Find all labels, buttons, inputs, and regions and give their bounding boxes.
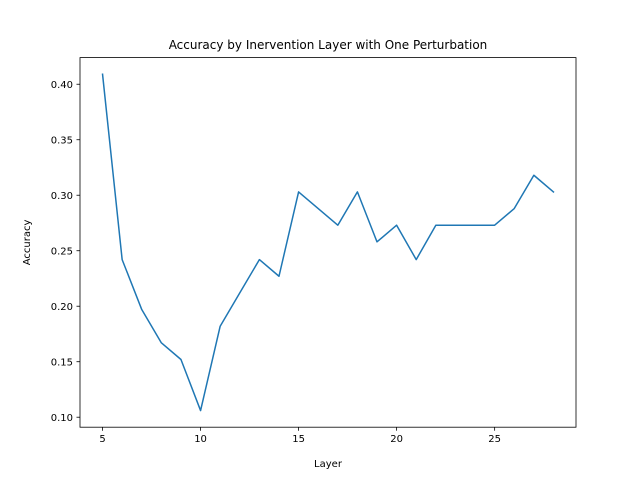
series-layer <box>101 73 555 412</box>
x-axis-label: Layer <box>314 459 343 470</box>
plot-area <box>80 57 576 428</box>
x-tick-label: 25 <box>488 434 501 445</box>
y-axis-ticks: 0.10 0.15 0.20 0.25 0.30 0.35 0.40 <box>51 80 80 424</box>
y-tick-label: 0.10 <box>51 413 73 424</box>
x-tick-label: 15 <box>292 434 305 445</box>
y-tick-label: 0.15 <box>51 357 73 368</box>
x-tick-label: 5 <box>99 434 105 445</box>
chart-title: Accuracy by Inervention Layer with One P… <box>169 38 488 52</box>
y-axis-label: Accuracy <box>22 219 33 265</box>
series-line-0 <box>101 73 555 412</box>
x-axis-ticks: 5 10 15 20 25 <box>99 427 501 445</box>
y-tick-label: 0.25 <box>51 246 73 257</box>
y-tick-label: 0.40 <box>51 80 73 91</box>
x-tick-label: 10 <box>194 434 207 445</box>
x-tick-label: 20 <box>390 434 403 445</box>
y-tick-label: 0.30 <box>51 191 73 202</box>
plot-frame <box>79 57 577 428</box>
y-tick-label: 0.35 <box>51 135 73 146</box>
y-tick-label: 0.20 <box>51 302 73 313</box>
